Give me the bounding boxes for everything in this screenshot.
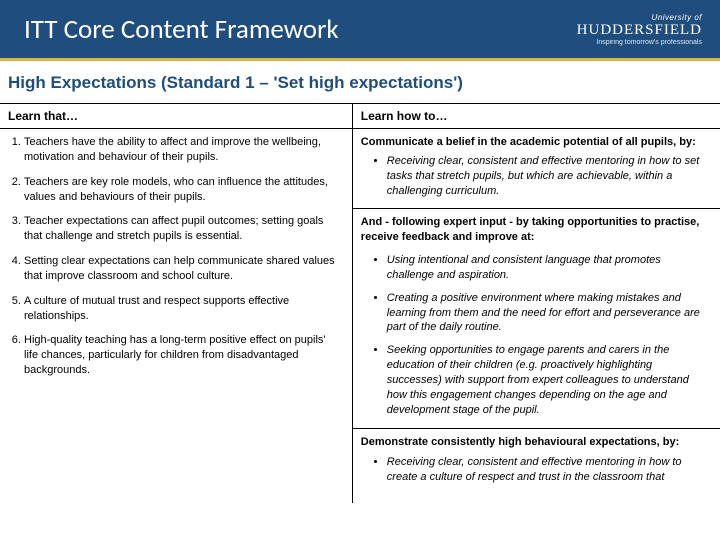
learn-that-list: Teachers have the ability to affect and …: [8, 135, 344, 378]
list-item: Using intentional and consistent languag…: [387, 253, 712, 283]
list-item: Seeking opportunities to engage parents …: [387, 343, 712, 417]
section-heading: High Expectations (Standard 1 – 'Set hig…: [0, 61, 720, 104]
rhs-lead-2: Demonstrate consistently high behavioura…: [353, 428, 720, 452]
bullet-group-1: Receiving clear, consistent and effectiv…: [361, 154, 712, 199]
bullet-group-3: Receiving clear, consistent and effectiv…: [361, 455, 712, 485]
list-item: Setting clear expectations can help comm…: [24, 254, 344, 284]
list-item: Receiving clear, consistent and effectiv…: [387, 154, 712, 199]
rhs-lead-1: Communicate a belief in the academic pot…: [361, 135, 712, 150]
university-logo: University of HUDDERSFIELD Inspiring tom…: [577, 13, 702, 46]
list-item: Teachers have the ability to affect and …: [24, 135, 344, 165]
list-item: A culture of mutual trust and respect su…: [24, 294, 344, 324]
bullet-group-2: Using intentional and consistent languag…: [361, 253, 712, 417]
list-item: Creating a positive environment where ma…: [387, 291, 712, 336]
slide-header: ITT Core Content Framework University of…: [0, 0, 720, 61]
list-item: Receiving clear, consistent and effectiv…: [387, 455, 712, 485]
logo-top-text: University of: [577, 13, 702, 22]
slide-title: ITT Core Content Framework: [24, 13, 339, 46]
left-column-header: Learn that…: [0, 104, 353, 128]
list-item: Teacher expectations can affect pupil ou…: [24, 214, 344, 244]
learn-how-column: Communicate a belief in the academic pot…: [353, 129, 720, 503]
right-column-header: Learn how to…: [353, 104, 720, 128]
rhs-mid-heading: And - following expert input - by taking…: [353, 208, 720, 249]
logo-tagline: Inspiring tomorrow's professionals: [577, 39, 702, 46]
content-row: Teachers have the ability to affect and …: [0, 129, 720, 503]
logo-main-text: HUDDERSFIELD: [577, 22, 702, 39]
list-item: High-quality teaching has a long-term po…: [24, 333, 344, 378]
list-item: Teachers are key role models, who can in…: [24, 175, 344, 205]
column-header-row: Learn that… Learn how to…: [0, 104, 720, 129]
learn-that-column: Teachers have the ability to affect and …: [0, 129, 353, 503]
